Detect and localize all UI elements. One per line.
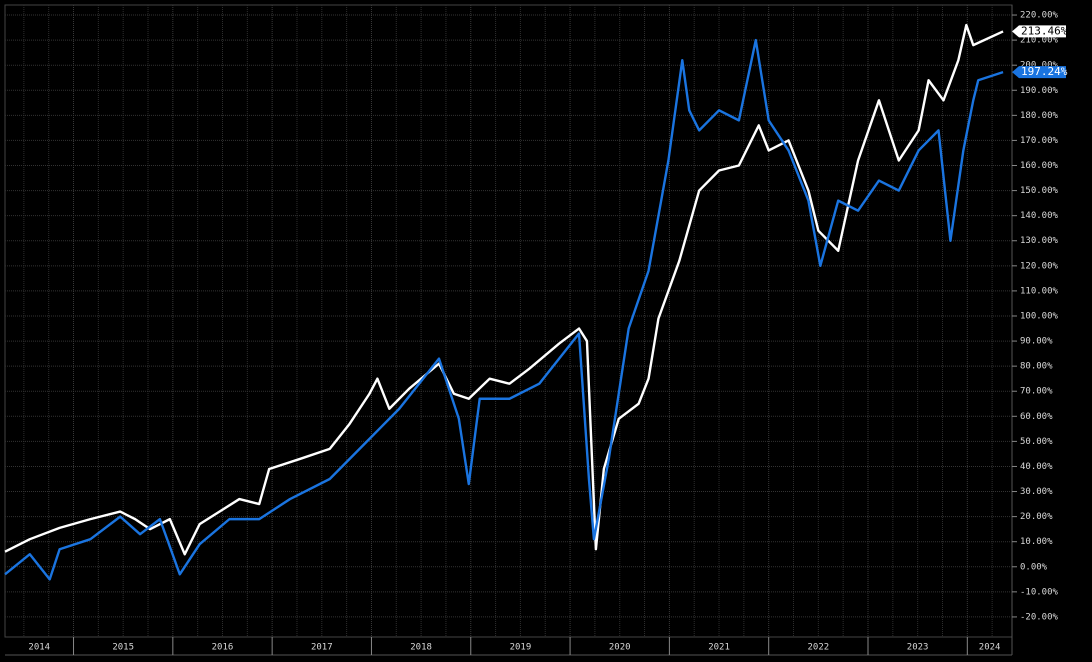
last-value-box <box>1012 66 1066 79</box>
y-tick-label: 150.00% <box>1020 186 1059 196</box>
y-tick-label: 50.00% <box>1020 437 1053 447</box>
plot-frame <box>4 4 1013 638</box>
y-tick-label: 120.00% <box>1020 261 1059 271</box>
y-tick-label: 100.00% <box>1020 311 1059 321</box>
y-tick-label: 220.00% <box>1020 11 1059 21</box>
y-tick-label: 140.00% <box>1020 211 1059 221</box>
y-tick-label: 160.00% <box>1020 161 1059 171</box>
y-tick-label: 80.00% <box>1020 362 1053 372</box>
x-tick-label: 2018 <box>410 643 432 653</box>
y-tick-label: 170.00% <box>1020 136 1059 146</box>
y-tick-label: 180.00% <box>1020 111 1059 121</box>
last-value-label: 213.46% <box>1021 24 1068 37</box>
x-tick-label: 2016 <box>212 643 234 653</box>
y-tick-label: 60.00% <box>1020 412 1053 422</box>
x-tick-label: 2021 <box>708 643 730 653</box>
last-value-tag: 197.24% <box>1012 65 1068 79</box>
x-tick-label: 2014 <box>28 643 50 653</box>
series-line <box>4 38 1004 581</box>
x-tick-label: 2024 <box>979 643 1001 653</box>
y-tick-label: 10.00% <box>1020 537 1053 547</box>
series-line <box>4 23 1004 556</box>
x-tick-label: 2015 <box>112 643 134 653</box>
x-tick-label: 2022 <box>808 643 830 653</box>
last-value-box <box>1012 25 1066 38</box>
y-tick-label: 0.00% <box>1020 562 1048 572</box>
y-tick-label: 110.00% <box>1020 286 1059 296</box>
y-tick-label: 20.00% <box>1020 512 1053 522</box>
y-tick-label: -10.00% <box>1020 587 1059 597</box>
y-tick-label: -20.00% <box>1020 612 1059 622</box>
y-tick-label: 40.00% <box>1020 462 1053 472</box>
y-tick-label: 70.00% <box>1020 387 1053 397</box>
last-value-label: 197.24% <box>1021 65 1068 78</box>
x-tick-label: 2020 <box>609 643 631 653</box>
y-tick-label: 200.00% <box>1020 61 1059 71</box>
y-tick-label: 30.00% <box>1020 487 1053 497</box>
x-tick-label: 2019 <box>510 643 532 653</box>
y-tick-label: 130.00% <box>1020 236 1059 246</box>
x-tick-label: 2017 <box>311 643 333 653</box>
y-tick-label: 90.00% <box>1020 337 1053 347</box>
y-tick-label: 190.00% <box>1020 86 1059 96</box>
last-value-tag: 213.46% <box>1012 24 1068 38</box>
y-tick-label: 210.00% <box>1020 36 1059 46</box>
x-tick-label: 2023 <box>907 643 929 653</box>
